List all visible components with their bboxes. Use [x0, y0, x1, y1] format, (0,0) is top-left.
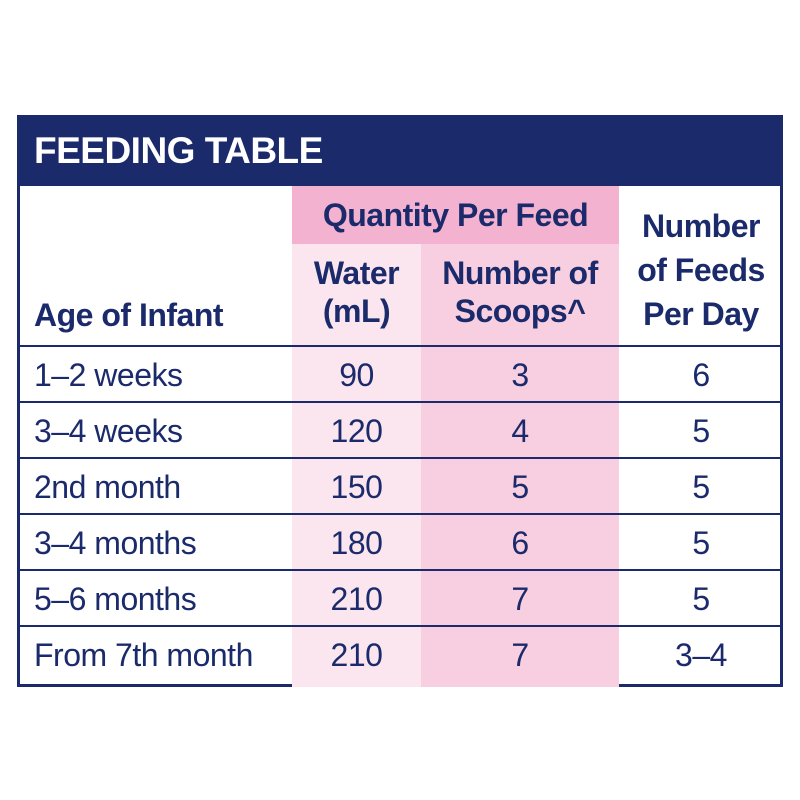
feeding-table: FEEDING TABLE Quantity Per Feed Water (m… [17, 115, 783, 687]
cell-water: 150 [330, 469, 383, 505]
header-water: Water (mL) [292, 254, 421, 330]
cell-water: 90 [339, 357, 374, 393]
cell-feeds: 3–4 [675, 637, 727, 673]
header-age-of-infant: Age of Infant [34, 297, 224, 333]
table-row: From 7th month 210 7 3–4 [20, 627, 780, 683]
cell-age: 1–2 weeks [34, 357, 183, 393]
table-row: 5–6 months 210 7 5 [20, 571, 780, 627]
cell-water: 210 [330, 637, 383, 673]
header-feeds-line1: Number [642, 208, 760, 244]
title-bar: FEEDING TABLE [20, 118, 780, 186]
cell-scoops: 6 [511, 525, 529, 561]
row-divider [20, 457, 780, 459]
cell-feeds: 5 [692, 525, 710, 561]
cell-feeds: 5 [692, 469, 710, 505]
table-row: 1–2 weeks 90 3 6 [20, 347, 780, 403]
header-feeds-line3: Per Day [643, 296, 759, 332]
header-water-line1: Water [313, 255, 400, 291]
header-scoops-line1: Number of [442, 255, 598, 291]
header-scoops: Number of Scoops^ [421, 254, 619, 330]
cell-water: 120 [330, 413, 383, 449]
cell-age: 3–4 weeks [34, 413, 183, 449]
table-row: 2nd month 150 5 5 [20, 459, 780, 515]
table-row: 3–4 weeks 120 4 5 [20, 403, 780, 459]
cell-age: 3–4 months [34, 525, 197, 561]
cell-feeds: 6 [692, 357, 710, 393]
cell-scoops: 7 [511, 581, 529, 617]
cell-scoops: 5 [511, 469, 529, 505]
header-feeds-per-day: Number of Feeds Per Day [619, 204, 783, 336]
header-water-line2: (mL) [322, 293, 391, 329]
quantity-per-feed-band [292, 186, 619, 244]
header-quantity-per-feed: Quantity Per Feed [322, 197, 589, 233]
row-divider [20, 625, 780, 627]
cell-feeds: 5 [692, 413, 710, 449]
scoops-column-background [421, 186, 619, 687]
table-title: FEEDING TABLE [34, 130, 323, 171]
cell-water: 180 [330, 525, 383, 561]
row-divider [20, 569, 780, 571]
row-divider [20, 513, 780, 515]
row-divider [20, 345, 780, 347]
cell-scoops: 4 [511, 413, 529, 449]
cell-age: 2nd month [34, 469, 181, 505]
water-column-background [292, 186, 421, 687]
cell-scoops: 7 [511, 637, 529, 673]
header-feeds-line2: of Feeds [637, 252, 765, 288]
cell-age: From 7th month [34, 637, 253, 673]
cell-age: 5–6 months [34, 581, 197, 617]
row-divider [20, 401, 780, 403]
header-scoops-line2: Scoops^ [454, 293, 586, 329]
cell-water: 210 [330, 581, 383, 617]
cell-feeds: 5 [692, 581, 710, 617]
table-row: 3–4 months 180 6 5 [20, 515, 780, 571]
cell-scoops: 3 [511, 357, 529, 393]
